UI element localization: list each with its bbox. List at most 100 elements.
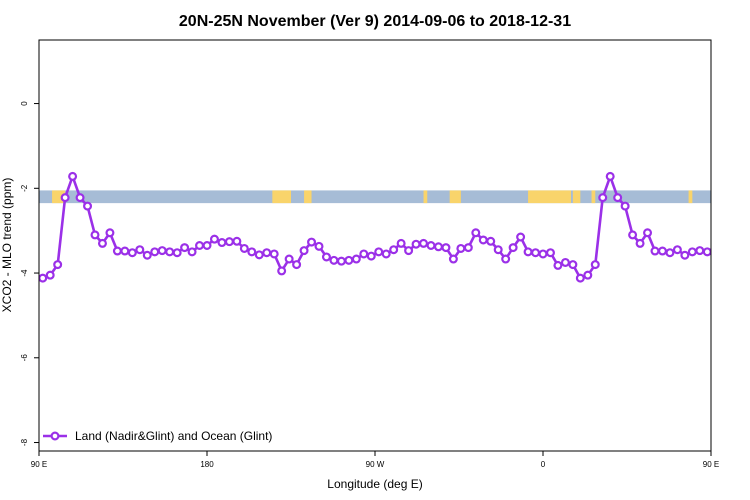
data-point-0-64 [516, 232, 526, 242]
data-point-0-70 [560, 257, 570, 267]
data-point-0-49 [404, 246, 414, 256]
data-point-0-10 [112, 246, 122, 256]
data-point-0-51 [419, 238, 429, 248]
data-point-0-23 [209, 234, 219, 244]
data-point-0-4 [68, 171, 78, 181]
data-point-0-31 [269, 249, 279, 259]
y-tick-label-3: -6 [20, 354, 29, 362]
data-point-0-20 [187, 247, 197, 257]
data-point-0-39 [329, 255, 339, 265]
legend: Land (Nadir&Glint) and Ocean (Glint) [43, 429, 272, 443]
data-point-0-91 [719, 244, 726, 251]
data-point-0-8 [97, 238, 107, 248]
data-point-0-53 [433, 242, 443, 252]
data-point-0-66 [531, 248, 541, 258]
chart-title: 20N-25N November (Ver 9) 2014-09-06 to 2… [179, 13, 571, 30]
data-point-0-63 [508, 243, 518, 253]
series-group [39, 171, 741, 283]
data-point-0-93 [734, 242, 741, 249]
x-tick-label-2: 90 W [366, 460, 385, 469]
surface-band [39, 190, 711, 204]
data-point-0-60 [486, 236, 496, 246]
series-layer [39, 171, 741, 283]
data-point-0-3 [60, 193, 70, 203]
data-point-0-43 [359, 249, 369, 259]
data-point-0-24 [217, 238, 227, 248]
data-point-0-71 [568, 260, 578, 270]
data-point-0-68 [545, 248, 555, 258]
data-point-0-57 [463, 243, 473, 253]
x-axis: 90 E 180 90 W 0 90 E [31, 451, 719, 469]
data-point-0-59 [478, 235, 488, 245]
land-segment-3 [423, 190, 428, 204]
y-tick-label-4: -8 [20, 438, 29, 446]
data-point-0-81 [643, 228, 653, 238]
data-point-0-86 [680, 250, 690, 260]
data-point-0-92 [726, 248, 733, 255]
data-point-0-89 [702, 247, 711, 257]
data-point-0-45 [374, 247, 384, 257]
data-point-0-48 [396, 238, 406, 248]
data-point-0-40 [336, 256, 346, 266]
legend-label: Land (Nadir&Glint) and Ocean (Glint) [75, 429, 272, 443]
land-segment-2 [304, 190, 312, 204]
data-point-0-14 [142, 250, 152, 260]
data-point-0-13 [135, 245, 145, 255]
data-point-0-17 [165, 247, 175, 257]
data-point-0-36 [307, 237, 317, 247]
data-point-0-12 [127, 248, 137, 258]
data-point-0-27 [239, 243, 249, 253]
data-point-0-41 [344, 255, 354, 265]
data-point-0-55 [448, 254, 458, 264]
data-point-0-61 [493, 245, 503, 255]
data-point-0-18 [172, 248, 182, 258]
data-point-0-78 [620, 201, 630, 211]
data-point-0-50 [411, 239, 421, 249]
data-point-0-33 [284, 254, 294, 264]
data-point-0-75 [598, 193, 608, 203]
data-point-0-87 [687, 247, 697, 257]
data-point-0-88 [695, 246, 705, 256]
data-point-0-74 [590, 260, 600, 270]
data-point-0-38 [321, 252, 331, 262]
data-point-0-79 [628, 230, 638, 240]
data-point-0-77 [613, 193, 623, 203]
land-segment-6 [572, 190, 581, 204]
land-segment-8 [688, 190, 693, 204]
data-point-0-65 [523, 247, 533, 257]
data-point-0-34 [292, 260, 302, 270]
data-point-0-7 [90, 230, 100, 240]
data-point-0-26 [232, 236, 242, 246]
data-point-0-9 [105, 228, 115, 238]
ocean-band [39, 190, 711, 204]
data-point-0-15 [150, 247, 160, 257]
data-point-0-0 [39, 273, 48, 283]
data-point-0-2 [53, 260, 63, 270]
data-point-0-25 [224, 237, 234, 247]
data-point-0-6 [83, 201, 93, 211]
land-segment-4 [449, 190, 461, 204]
data-point-0-73 [583, 270, 593, 280]
data-point-0-22 [202, 241, 212, 251]
data-point-0-16 [157, 246, 167, 256]
data-point-0-58 [471, 228, 481, 238]
data-point-0-90 [710, 250, 711, 256]
land-segment-1 [272, 190, 291, 204]
data-point-0-56 [456, 243, 466, 253]
data-point-0-19 [180, 243, 190, 253]
data-point-0-85 [672, 245, 682, 255]
data-point-0-46 [381, 249, 391, 259]
data-point-0-84 [665, 248, 675, 258]
y-axis: 0 -2 -4 -6 -8 [20, 101, 39, 446]
x-tick-label-0: 90 E [31, 460, 47, 469]
y-axis-label: XCO2 - MLO trend (ppm) [0, 178, 14, 313]
y-tick-label-1: -2 [20, 184, 29, 192]
data-point-0-21 [195, 241, 205, 251]
data-point-0-52 [426, 241, 436, 251]
data-point-0-5 [75, 193, 85, 203]
data-point-0-44 [366, 251, 376, 261]
data-point-0-80 [635, 238, 645, 248]
data-point-0-69 [553, 260, 563, 270]
data-point-0-30 [262, 248, 272, 258]
